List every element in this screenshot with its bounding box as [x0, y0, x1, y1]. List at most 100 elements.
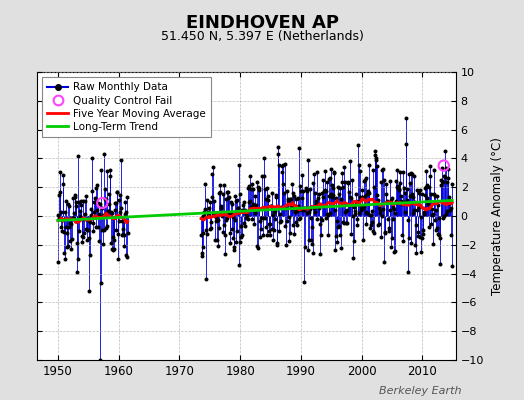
- Point: [332, 233, 340, 239]
- Point: [316, 215, 325, 222]
- Point: [443, 208, 452, 214]
- Point: [443, 166, 452, 172]
- Point: [249, 186, 257, 192]
- Point: [359, 204, 367, 211]
- Point: [398, 201, 407, 207]
- Point: [287, 203, 296, 210]
- Point: [378, 167, 387, 173]
- Point: [379, 165, 388, 172]
- Point: [343, 179, 352, 185]
- Point: [205, 212, 214, 218]
- Point: [389, 204, 398, 211]
- Point: [287, 196, 295, 203]
- Point: [77, 202, 85, 208]
- Point: [96, 167, 105, 173]
- Point: [360, 203, 368, 209]
- Point: [318, 217, 326, 223]
- Point: [331, 194, 340, 201]
- Point: [200, 208, 208, 215]
- Point: [289, 221, 298, 228]
- Point: [435, 232, 443, 238]
- Point: [394, 183, 402, 190]
- Point: [400, 185, 408, 191]
- Point: [107, 240, 115, 246]
- Point: [359, 177, 368, 184]
- Point: [325, 176, 333, 182]
- Point: [322, 188, 330, 194]
- Point: [326, 190, 335, 197]
- Point: [446, 204, 455, 211]
- Point: [197, 232, 205, 238]
- Point: [253, 179, 261, 185]
- Point: [440, 213, 449, 220]
- Point: [263, 184, 271, 191]
- Point: [108, 247, 117, 253]
- Point: [362, 221, 370, 227]
- Point: [394, 185, 402, 192]
- Point: [232, 198, 240, 204]
- Point: [122, 251, 130, 258]
- Point: [233, 196, 242, 203]
- Point: [342, 220, 351, 226]
- Point: [212, 218, 221, 224]
- Point: [85, 288, 94, 294]
- Point: [361, 177, 369, 184]
- Point: [348, 255, 357, 261]
- Point: [337, 195, 345, 202]
- Point: [268, 190, 277, 196]
- Point: [354, 162, 363, 168]
- Point: [427, 221, 435, 227]
- Point: [205, 204, 213, 211]
- Point: [338, 179, 346, 185]
- Point: [116, 157, 125, 164]
- Point: [204, 211, 213, 218]
- Point: [350, 238, 358, 244]
- Point: [307, 237, 315, 243]
- Point: [301, 204, 309, 211]
- Point: [333, 239, 341, 245]
- Point: [444, 194, 453, 200]
- Point: [308, 240, 316, 247]
- Point: [371, 148, 379, 154]
- Point: [74, 256, 82, 262]
- Point: [356, 207, 365, 213]
- Point: [272, 194, 280, 200]
- Point: [280, 190, 288, 196]
- Point: [247, 204, 256, 210]
- Point: [376, 210, 385, 216]
- Point: [67, 246, 75, 252]
- Point: [72, 202, 81, 209]
- Point: [380, 259, 389, 265]
- Point: [84, 217, 93, 223]
- Point: [445, 200, 453, 206]
- Point: [354, 142, 362, 148]
- Point: [229, 234, 237, 241]
- Point: [286, 196, 294, 202]
- Point: [72, 198, 80, 205]
- Point: [213, 237, 221, 243]
- Point: [295, 216, 303, 222]
- Point: [399, 238, 408, 244]
- Point: [272, 240, 281, 246]
- Point: [350, 204, 358, 211]
- Point: [124, 230, 132, 236]
- Point: [82, 226, 90, 232]
- Point: [428, 212, 436, 219]
- Point: [255, 187, 263, 194]
- Point: [89, 228, 97, 234]
- Point: [81, 211, 89, 217]
- Point: [439, 215, 447, 221]
- Point: [63, 230, 72, 236]
- Point: [412, 222, 420, 228]
- Point: [278, 162, 287, 169]
- Point: [59, 181, 68, 187]
- Point: [94, 200, 103, 206]
- Point: [372, 152, 380, 158]
- Point: [210, 210, 218, 217]
- Point: [117, 204, 125, 211]
- Point: [83, 237, 92, 243]
- Point: [97, 280, 105, 286]
- Point: [300, 244, 309, 250]
- Point: [375, 221, 383, 228]
- Point: [243, 209, 252, 216]
